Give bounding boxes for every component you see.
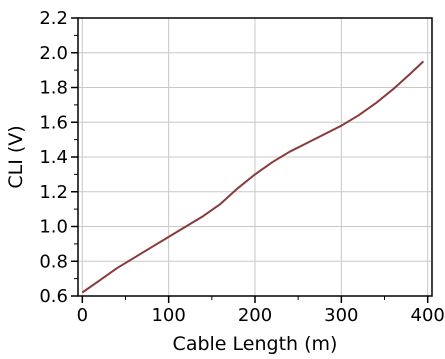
minor-tick-marks	[74, 34, 386, 300]
y-axis-title: CLI (V)	[5, 125, 27, 188]
x-axis-title: Cable Length (m)	[173, 333, 338, 355]
y-tick-label: 1.4	[39, 147, 68, 168]
x-tick-label: 0	[77, 305, 88, 326]
y-tick-label: 1.6	[39, 112, 68, 133]
x-tick-label: 400	[411, 305, 445, 326]
y-tick-label: 1.2	[39, 182, 68, 203]
series-lines	[81, 60, 425, 294]
x-tick-label: 100	[151, 305, 185, 326]
x-tick-label: 300	[324, 305, 358, 326]
grid-lines	[78, 17, 432, 297]
x-tick-label: 200	[238, 305, 272, 326]
tick-labels: 0 100 200 300 400 0.6 0.8 1.0 1.2 1.4 1.6 1.8 2.0 2.2	[39, 8, 445, 326]
series-line	[81, 60, 425, 294]
y-tick-label: 1.0	[39, 217, 68, 238]
y-tick-label: 2.2	[39, 8, 68, 29]
y-tick-label: 1.8	[39, 78, 68, 99]
y-tick-label: 0.6	[39, 286, 68, 307]
y-tick-label: 2.0	[39, 43, 68, 64]
y-tick-label: 0.8	[39, 251, 68, 272]
